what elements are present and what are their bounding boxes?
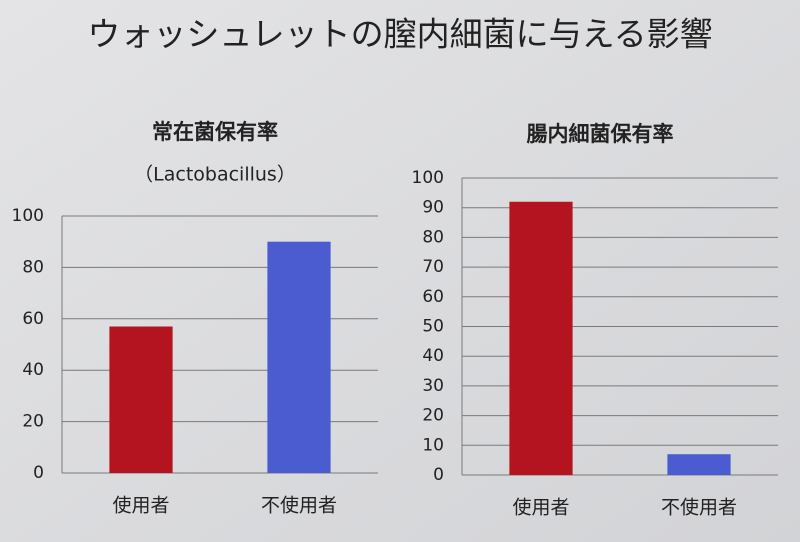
chart-title: 腸内細菌保有率 — [527, 122, 674, 146]
bar — [667, 454, 731, 475]
y-tick-label: 20 — [22, 412, 44, 432]
bar — [109, 326, 173, 473]
y-tick-label: 60 — [22, 309, 44, 329]
y-tick-label: 40 — [422, 346, 444, 366]
y-tick-label: 20 — [422, 406, 444, 426]
x-tick-label: 不使用者 — [261, 495, 337, 517]
y-tick-label: 30 — [422, 376, 444, 396]
y-tick-label: 80 — [22, 257, 44, 277]
y-tick-label: 100 — [12, 206, 44, 226]
page-title: ウォッシュレットの膣内細菌に与える影響 — [87, 15, 712, 54]
y-tick-label: 50 — [422, 317, 444, 337]
bar — [267, 241, 331, 473]
bar — [509, 201, 573, 475]
chart-subtitle: （Lactobacillus） — [134, 164, 296, 186]
y-tick-label: 10 — [422, 435, 444, 455]
x-tick-label: 使用者 — [512, 497, 569, 519]
y-tick-label: 90 — [422, 198, 444, 218]
y-tick-label: 40 — [22, 360, 44, 380]
y-tick-label: 70 — [422, 257, 444, 277]
x-tick-label: 不使用者 — [661, 497, 737, 519]
y-tick-label: 60 — [422, 287, 444, 307]
y-tick-label: 80 — [422, 227, 444, 247]
y-tick-label: 100 — [412, 168, 444, 188]
y-tick-label: 0 — [33, 463, 44, 483]
x-tick-label: 使用者 — [112, 495, 169, 517]
y-tick-label: 0 — [433, 465, 444, 485]
chart-title: 常在菌保有率 — [152, 120, 278, 144]
